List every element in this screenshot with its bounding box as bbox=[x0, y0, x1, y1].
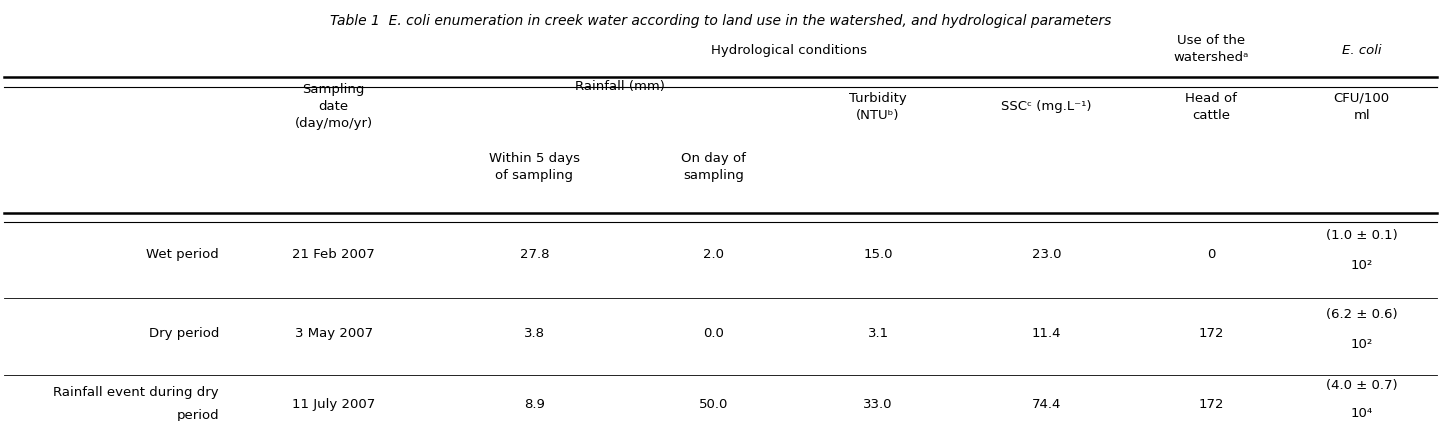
Text: period: period bbox=[176, 409, 219, 421]
Text: 3.8: 3.8 bbox=[523, 327, 545, 340]
Text: 8.9: 8.9 bbox=[525, 397, 545, 410]
Text: Turbidity
(NTUᵇ): Turbidity (NTUᵇ) bbox=[849, 92, 906, 122]
Text: Use of the
watershedᵃ: Use of the watershedᵃ bbox=[1173, 34, 1249, 64]
Text: 11 July 2007: 11 July 2007 bbox=[293, 397, 375, 410]
Text: 15.0: 15.0 bbox=[863, 248, 893, 261]
Text: Rainfall event during dry: Rainfall event during dry bbox=[53, 386, 219, 400]
Text: 3.1: 3.1 bbox=[867, 327, 889, 340]
Text: 172: 172 bbox=[1199, 397, 1223, 410]
Text: Rainfall (mm): Rainfall (mm) bbox=[575, 80, 666, 93]
Text: 10⁴: 10⁴ bbox=[1350, 407, 1373, 420]
Text: Sampling
date
(day/mo/yr): Sampling date (day/mo/yr) bbox=[294, 83, 373, 131]
Text: 172: 172 bbox=[1199, 327, 1223, 340]
Text: SSCᶜ (mg.L⁻¹): SSCᶜ (mg.L⁻¹) bbox=[1001, 101, 1092, 113]
Text: 23.0: 23.0 bbox=[1032, 248, 1061, 261]
Text: On day of
sampling: On day of sampling bbox=[682, 152, 746, 182]
Text: (6.2 ± 0.6): (6.2 ± 0.6) bbox=[1326, 308, 1398, 321]
Text: Table 1  E. coli enumeration in creek water according to land use in the watersh: Table 1 E. coli enumeration in creek wat… bbox=[330, 14, 1111, 28]
Text: Head of
cattle: Head of cattle bbox=[1186, 92, 1238, 122]
Text: Hydrological conditions: Hydrological conditions bbox=[710, 44, 866, 57]
Text: 0.0: 0.0 bbox=[703, 327, 723, 340]
Text: E. coli: E. coli bbox=[1342, 44, 1382, 57]
Text: 74.4: 74.4 bbox=[1032, 397, 1061, 410]
Text: CFU/100
ml: CFU/100 ml bbox=[1333, 92, 1389, 122]
Text: (4.0 ± 0.7): (4.0 ± 0.7) bbox=[1326, 379, 1398, 392]
Text: Within 5 days
of sampling: Within 5 days of sampling bbox=[488, 152, 579, 182]
Text: 50.0: 50.0 bbox=[699, 397, 728, 410]
Text: 33.0: 33.0 bbox=[863, 397, 893, 410]
Text: 0: 0 bbox=[1208, 248, 1215, 261]
Text: 27.8: 27.8 bbox=[520, 248, 549, 261]
Text: 2.0: 2.0 bbox=[703, 248, 723, 261]
Text: (1.0 ± 0.1): (1.0 ± 0.1) bbox=[1326, 229, 1398, 242]
Text: 10²: 10² bbox=[1350, 338, 1373, 351]
Text: Wet period: Wet period bbox=[147, 248, 219, 261]
Text: 21 Feb 2007: 21 Feb 2007 bbox=[293, 248, 375, 261]
Text: 11.4: 11.4 bbox=[1032, 327, 1061, 340]
Text: 3 May 2007: 3 May 2007 bbox=[294, 327, 373, 340]
Text: 10²: 10² bbox=[1350, 259, 1373, 272]
Text: Dry period: Dry period bbox=[148, 327, 219, 340]
